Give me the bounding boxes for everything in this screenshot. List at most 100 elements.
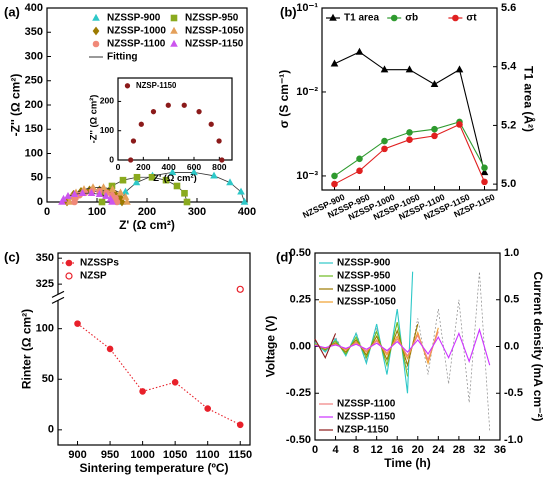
marker: [216, 138, 222, 144]
x-tick-label: 32: [473, 444, 485, 456]
marker: [65, 272, 73, 280]
marker: [481, 164, 488, 172]
x-tick-label: 200: [138, 206, 156, 218]
y2-tick-label: 0.5: [504, 294, 519, 306]
marker: [356, 167, 363, 175]
marker: [329, 13, 337, 21]
marker: [331, 180, 338, 188]
y2-tick-label: 5.2: [501, 119, 516, 131]
marker: [173, 182, 181, 190]
marker: [196, 109, 202, 115]
marker: [406, 136, 413, 144]
marker: [150, 109, 157, 115]
marker: [381, 137, 388, 145]
marker: [124, 83, 131, 89]
y2-tick-label: 5.0: [501, 178, 516, 190]
series-line: [314, 331, 439, 362]
legend-label: NZSSP-1050: [337, 297, 396, 308]
panel-label: (c): [4, 249, 20, 264]
marker: [64, 191, 72, 199]
y-tick-label: 0: [37, 196, 43, 208]
x-tick-label: 16: [391, 444, 403, 456]
legend-label: NZSSP-900: [107, 13, 161, 24]
marker: [431, 125, 438, 133]
y-tick-label: 400: [25, 2, 43, 14]
marker: [92, 40, 100, 48]
marker: [130, 138, 137, 144]
marker: [481, 178, 488, 186]
x-tick-label: 24: [432, 444, 445, 456]
x-axis-label: Time (h): [384, 456, 430, 470]
legend-label: NZSSP-1100: [337, 399, 396, 410]
x-tick-label: 100: [88, 206, 106, 218]
y-tick-label: 0: [109, 154, 114, 164]
marker: [452, 14, 459, 22]
y-tick-label: -0.50: [286, 434, 311, 446]
y-tick-label: 10⁻³: [296, 170, 318, 182]
y2-tick-label: 1.0: [504, 247, 519, 259]
marker: [456, 121, 463, 128]
marker: [128, 157, 134, 163]
marker: [119, 176, 127, 184]
x-tick-label: 28: [453, 444, 465, 456]
marker: [78, 189, 87, 196]
y-tick-label: 10⁻²: [296, 86, 318, 98]
x-tick-label: 400: [238, 206, 256, 218]
y2-tick-label: -0.5: [504, 387, 523, 399]
marker: [210, 171, 218, 179]
marker: [430, 80, 439, 88]
x-tick-label: 950: [101, 449, 119, 461]
series-line: [77, 323, 241, 426]
marker: [92, 13, 100, 21]
legend-label: NZSP-1150: [337, 425, 389, 436]
x-tick-label: 20: [412, 444, 424, 456]
y-tick-label: 150: [25, 123, 43, 135]
x-tick-label: 4: [332, 444, 339, 456]
y-tick-label: 0: [48, 424, 54, 436]
y-axis-label: σ (S cm⁻¹): [277, 70, 291, 129]
marker: [331, 172, 338, 180]
marker: [480, 168, 489, 176]
legend-label: NZSP: [80, 271, 107, 282]
y2-axis-label: T1 area (Å²): [521, 66, 536, 132]
y2-tick-label: 5.6: [501, 2, 516, 14]
marker: [171, 378, 179, 386]
y-tick-label: 0.50: [290, 247, 311, 259]
marker: [406, 129, 413, 136]
y-axis-label: Voltage (V): [264, 316, 278, 378]
marker: [390, 14, 398, 22]
y-tick-label: 200: [100, 96, 115, 106]
x-tick-label: 400: [162, 162, 177, 172]
y-axis-label: -Z'' (Ω cm²): [9, 74, 23, 137]
plot-frame: [314, 252, 501, 441]
marker: [237, 187, 245, 195]
marker: [132, 178, 141, 186]
legend-label: NZSP-1150: [136, 81, 177, 90]
y-tick-label: 350: [36, 252, 54, 264]
y-axis-label: -Z'' (Ω cm²): [89, 95, 99, 144]
plot-frame: [321, 7, 498, 191]
x-tick-label: 0: [312, 444, 318, 456]
y2-tick-label: -1.0: [504, 434, 523, 446]
marker: [133, 173, 141, 181]
axis-break: [51, 296, 65, 304]
y-tick-label: 250: [25, 75, 43, 87]
marker: [190, 168, 198, 176]
plot-frame: [117, 77, 233, 161]
marker: [99, 183, 108, 191]
legend-label: NZSSP-1150: [185, 39, 244, 50]
marker: [236, 285, 244, 293]
marker: [380, 65, 389, 73]
marker: [108, 185, 117, 193]
marker: [183, 198, 191, 206]
y-tick-label: 10⁻¹: [296, 2, 318, 14]
marker: [98, 198, 106, 206]
marker: [108, 197, 116, 205]
y-tick-label: 325: [36, 278, 54, 290]
legend-label: NZSSP-950: [185, 13, 239, 24]
y-tick-label: 50: [42, 373, 54, 385]
marker: [148, 173, 156, 181]
marker: [70, 190, 79, 197]
x-tick-label: 8: [353, 444, 359, 456]
marker: [121, 192, 130, 200]
